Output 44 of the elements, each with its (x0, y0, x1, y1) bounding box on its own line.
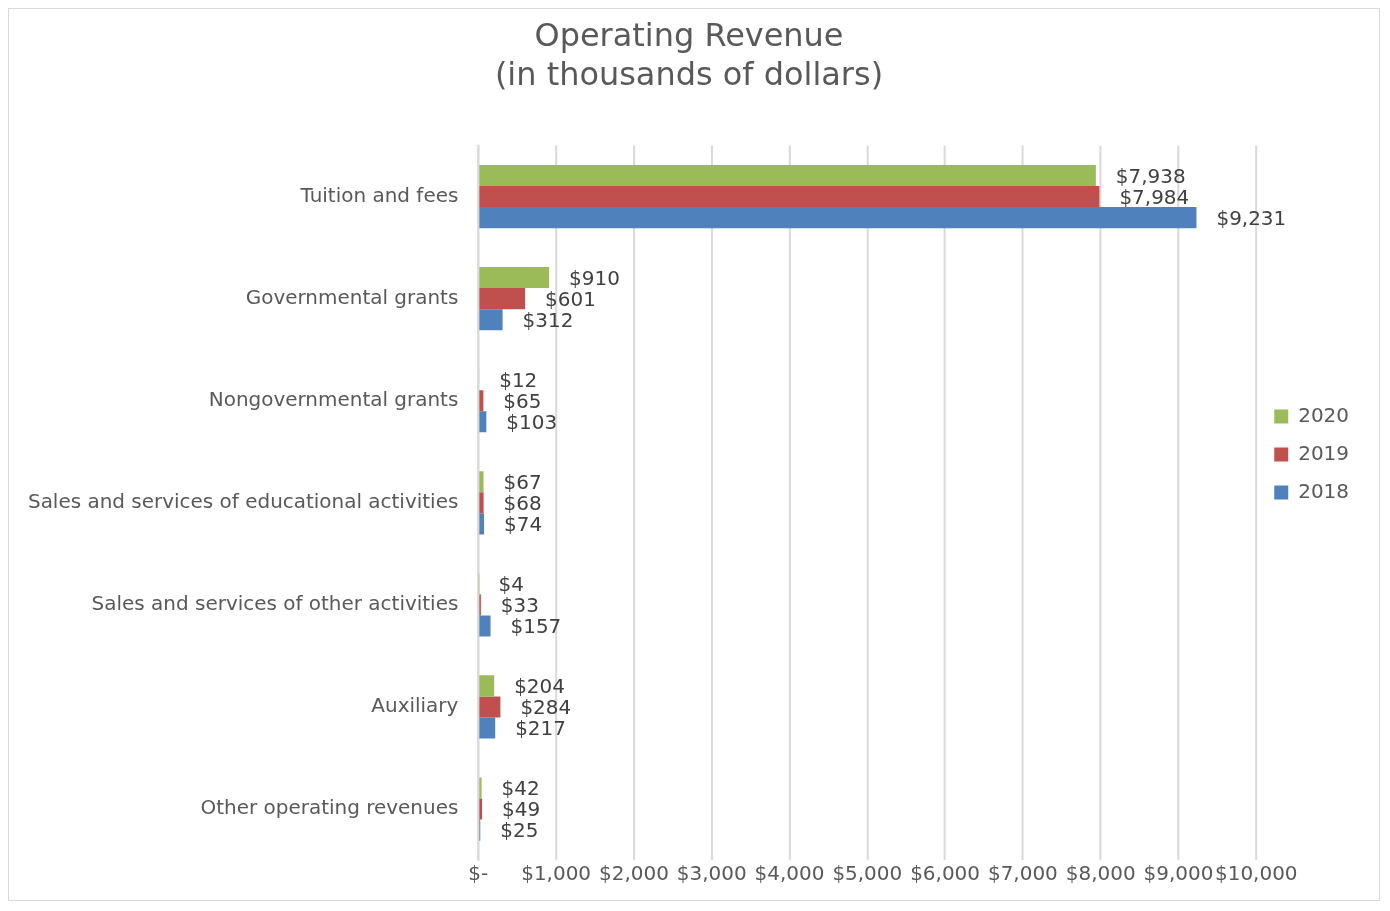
x-tick-label: $8,000 (1065, 861, 1136, 886)
bar (479, 717, 496, 739)
x-tick-label: $1,000 (521, 861, 592, 886)
y-tick-label: Sales and services of other activities (91, 591, 459, 616)
data-label: $74 (504, 512, 543, 537)
chart-title: Operating Revenue (in thousands of dollars) (494, 16, 884, 93)
x-tick-label: $7,000 (987, 861, 1058, 886)
bar (479, 411, 487, 433)
x-tick-label: $3,000 (676, 861, 747, 886)
bar (479, 615, 491, 637)
data-label: $103 (506, 410, 558, 434)
bar (479, 675, 495, 697)
x-tick-label: $2,000 (598, 861, 669, 886)
x-tick-label: $10,000 (1215, 861, 1298, 886)
legend-label: 2020 (1298, 402, 1350, 427)
x-tick-label: $4,000 (754, 861, 825, 886)
bar (479, 390, 484, 412)
data-label: $4 (498, 571, 524, 596)
data-label: $9,231 (1216, 205, 1287, 230)
bar (479, 185, 1100, 208)
y-tick-label: Auxiliary (371, 693, 459, 718)
bar (479, 798, 483, 820)
bar (479, 513, 485, 535)
x-tick-label: $5,000 (832, 861, 903, 886)
y-tick-label: Sales and services of educational activities (27, 488, 459, 513)
bar (479, 288, 526, 310)
y-tick-label: Nongovernmental grants (208, 386, 459, 411)
y-tick-label: Other operating revenues (200, 795, 459, 820)
bar (479, 492, 484, 514)
y-tick-label: Governmental grants (245, 284, 459, 309)
x-tick-label: $6,000 (910, 861, 981, 886)
y-tick-label: Tuition and fees (299, 182, 459, 207)
bar (479, 309, 503, 331)
data-label: $7,938 (1115, 163, 1186, 188)
x-tick-label: $- (468, 861, 489, 886)
bar (479, 696, 501, 718)
bar (479, 207, 1197, 229)
bar (479, 266, 550, 289)
bar (479, 164, 1096, 186)
legend-label: 2019 (1298, 440, 1350, 465)
bar (479, 471, 484, 493)
bar (479, 777, 482, 799)
x-tick-label: $9,000 (1143, 861, 1214, 886)
legend-label: 2018 (1298, 478, 1350, 503)
